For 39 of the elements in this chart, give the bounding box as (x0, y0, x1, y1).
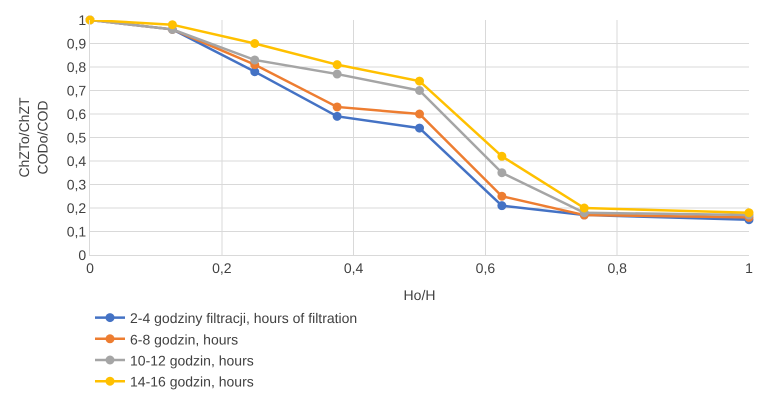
point (415, 76, 424, 86)
point (497, 201, 506, 210)
legend-label: 14-16 godzin, hours (130, 374, 254, 390)
y-tick-label: 1 (78, 12, 86, 28)
point (332, 102, 342, 112)
point (415, 110, 424, 118)
x-tick-label: 1 (745, 260, 754, 276)
y-tick-label: 0 (78, 246, 86, 263)
point (168, 20, 177, 30)
legend-label: 10-12 godzin, hours (130, 352, 254, 368)
legend-label: 6-8 godzin, hours (130, 331, 238, 348)
x-tick-label: 0,2 (212, 260, 232, 276)
y-tick-label: 0,3 (66, 176, 86, 192)
x-tick-label: 0,6 (476, 260, 496, 276)
y-tick-label: 0,1 (66, 223, 86, 240)
x-tick-label: 0,8 (607, 260, 628, 276)
x-tick-label: 0,4 (344, 260, 364, 276)
y-axis-title: ChZTo/ChZT CODo/COD (16, 96, 50, 178)
point (250, 39, 260, 48)
y-tick-label: 0,7 (66, 82, 86, 98)
point (332, 70, 342, 79)
y-tick-label: 0,5 (66, 129, 86, 146)
legend-label: 2-4 godziny filtracji, hours of filtration (130, 310, 358, 326)
point (415, 86, 424, 95)
point (497, 192, 506, 201)
y-tick-label: 0,9 (66, 35, 86, 52)
y-tick-label: 0,6 (66, 106, 86, 122)
point (580, 204, 589, 212)
y-tick-label: 0,4 (66, 152, 86, 169)
x-axis-title: Ho/H (404, 287, 436, 304)
y-tick-label: 0,2 (66, 200, 86, 216)
point (497, 152, 506, 161)
point (744, 208, 754, 218)
point (415, 124, 424, 133)
point (250, 55, 260, 64)
point (332, 112, 342, 121)
point (497, 168, 506, 178)
point (332, 60, 342, 70)
y-tick-label: 0,8 (66, 58, 86, 75)
